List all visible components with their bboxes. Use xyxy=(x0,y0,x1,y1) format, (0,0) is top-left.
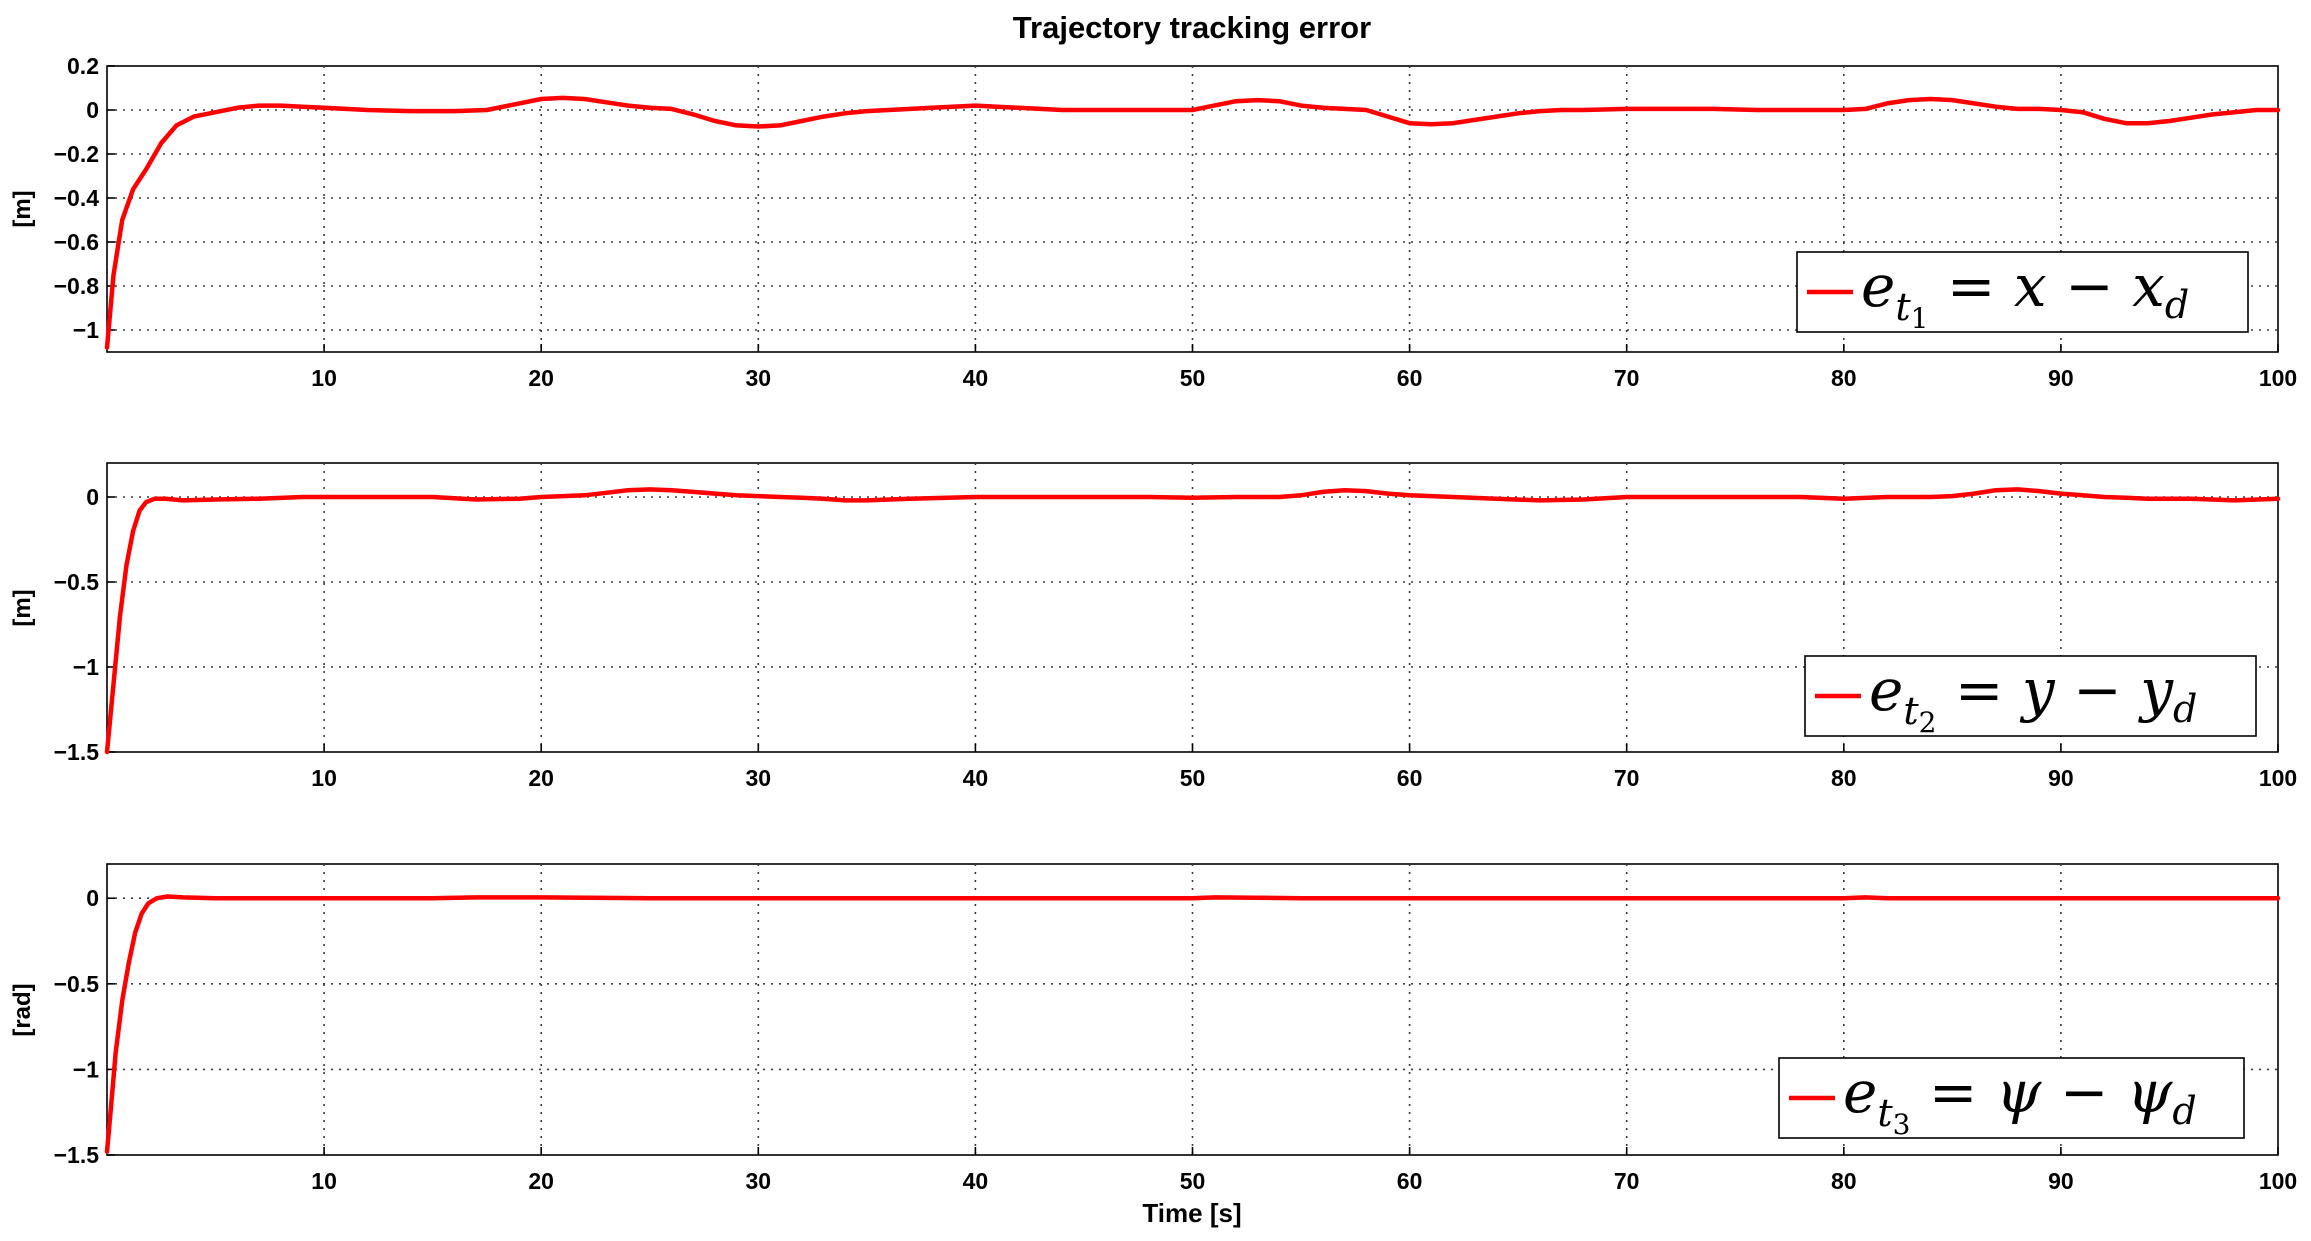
x-tick-label: 80 xyxy=(1831,365,1857,391)
y-tick-label: −1.5 xyxy=(54,1142,100,1168)
x-tick-label: 20 xyxy=(528,365,554,391)
y-tick-label: 0 xyxy=(86,885,99,911)
x-tick-label: 50 xyxy=(1180,1168,1206,1194)
y-tick-label: −1 xyxy=(73,654,99,680)
x-tick-label: 100 xyxy=(2259,1168,2297,1194)
y-tick-label: 0 xyxy=(86,97,99,123)
x-tick-label: 80 xyxy=(1831,1168,1857,1194)
legend: et3 = ψ − ψd xyxy=(1778,1057,2245,1141)
y-tick-label: −1 xyxy=(73,317,99,343)
x-tick-label: 50 xyxy=(1180,365,1206,391)
y-tick-label: −1.5 xyxy=(54,739,100,765)
x-tick-label: 80 xyxy=(1831,765,1857,791)
y-axis-label: [m] xyxy=(9,190,36,227)
x-tick-label: 50 xyxy=(1180,765,1206,791)
x-tick-label: 70 xyxy=(1614,1168,1640,1194)
subplot-2: 10 20 30 40 50 60 70 80 90 100 0 −0.5 −1 −1.5 [m] et2 =… xyxy=(9,462,2297,791)
x-tick-label: 60 xyxy=(1397,1168,1423,1194)
y-tick-label: −1 xyxy=(73,1056,99,1082)
x-tick-label: 40 xyxy=(963,765,989,791)
x-tick-label: 70 xyxy=(1614,765,1640,791)
y-tick-label: −0.5 xyxy=(54,569,100,595)
y-tick-label: 0.2 xyxy=(67,53,99,79)
x-tick-label: 20 xyxy=(528,765,554,791)
series-line xyxy=(104,894,2281,1154)
x-tick-label: 60 xyxy=(1397,365,1423,391)
x-tick-label: 20 xyxy=(528,1168,554,1194)
x-tick-label: 40 xyxy=(963,1168,989,1194)
x-tick-label: 10 xyxy=(311,1168,337,1194)
x-tick-label: 70 xyxy=(1614,365,1640,391)
x-axis-label: Time [s] xyxy=(1142,1198,1241,1228)
x-tick-label: 10 xyxy=(311,365,337,391)
y-tick-label: 0 xyxy=(86,484,99,510)
x-tick-label: 10 xyxy=(311,765,337,791)
legend: et2 = y − yd xyxy=(1804,655,2257,739)
legend-label: et3 = ψ − ψd xyxy=(1843,1058,2197,1141)
x-tick-label: 90 xyxy=(2048,765,2074,791)
y-axis-label: [rad] xyxy=(9,983,36,1036)
y-tick-label: −0.5 xyxy=(54,971,100,997)
y-tick-label: −0.2 xyxy=(54,141,99,167)
x-tick-label: 30 xyxy=(746,365,772,391)
x-tick-label: 30 xyxy=(746,765,772,791)
legend-box xyxy=(1804,655,2257,737)
y-axis-label: [m] xyxy=(9,589,36,626)
series-line xyxy=(104,487,2281,755)
x-tick-label: 90 xyxy=(2048,365,2074,391)
subplot-1: 10 20 30 40 50 60 70 80 90 100 0.2 0 −0.2 −0.4 −0.6 −0.… xyxy=(9,53,2297,391)
x-tick-label: 90 xyxy=(2048,1168,2074,1194)
x-tick-label: 60 xyxy=(1397,765,1423,791)
x-tick-label: 40 xyxy=(963,365,989,391)
legend-box xyxy=(1796,251,2249,333)
y-tick-label: −0.4 xyxy=(54,185,100,211)
legend-box xyxy=(1778,1057,2245,1139)
y-tick-label: −0.6 xyxy=(54,229,99,255)
figure-title: Trajectory tracking error xyxy=(1013,10,1371,45)
series-line xyxy=(104,95,2281,350)
x-tick-label: 100 xyxy=(2259,765,2297,791)
legend-label: et1 = x − xd xyxy=(1861,252,2189,335)
legend: et1 = x − xd xyxy=(1796,251,2249,335)
subplot-3: 10 20 30 40 50 60 70 80 90 100 0 −0.5 −1 −1.5 [rad] et3… xyxy=(9,863,2297,1194)
x-tick-label: 100 xyxy=(2259,365,2297,391)
x-tick-label: 30 xyxy=(746,1168,772,1194)
legend-label: et2 = y − yd xyxy=(1869,656,2197,739)
y-tick-label: −0.8 xyxy=(54,273,100,299)
